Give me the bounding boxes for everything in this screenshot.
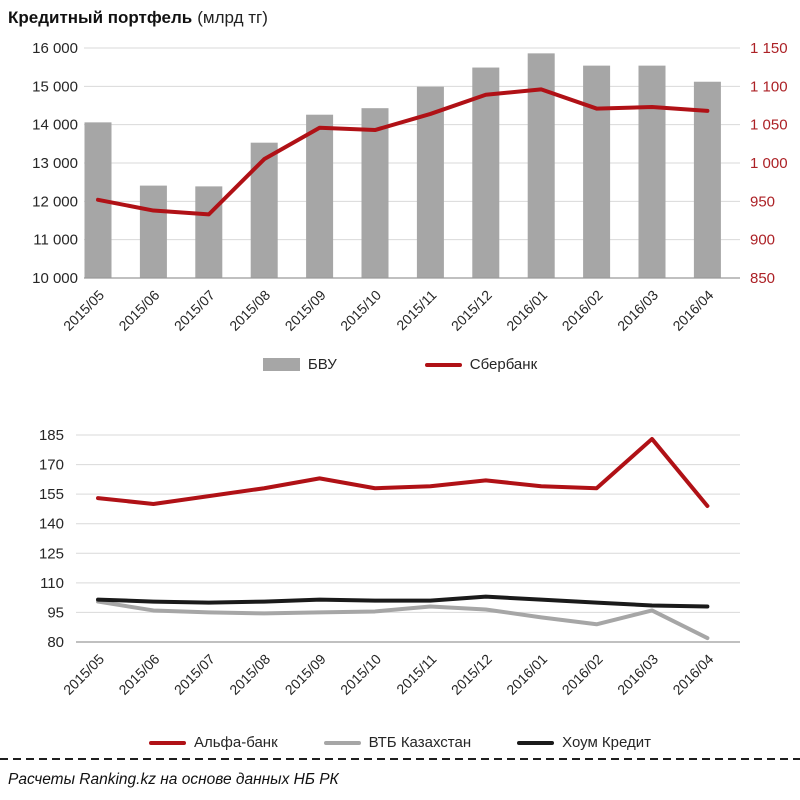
top-chart-bvu-sberbank: 16 000 15 000 14 000 13 000 12 000 11 000 10 0… <box>32 40 788 334</box>
alfa-bank-line-swatch <box>148 740 186 745</box>
svg-text:950: 950 <box>750 193 775 210</box>
home-credit-line-swatch <box>517 740 555 745</box>
page-title: Кредитный портфель (млрд тг) <box>8 8 268 28</box>
svg-text:2016/02: 2016/02 <box>559 287 606 334</box>
svg-text:2015/09: 2015/09 <box>282 287 329 334</box>
svg-text:2016/01: 2016/01 <box>503 651 550 698</box>
svg-text:2015/10: 2015/10 <box>337 651 384 698</box>
svg-text:125: 125 <box>39 545 64 562</box>
svg-text:15 000: 15 000 <box>32 78 78 95</box>
svg-text:2015/05: 2015/05 <box>60 651 107 698</box>
svg-text:2016/03: 2016/03 <box>614 287 661 334</box>
legend-item-sberbank: Сбербанк <box>424 356 538 373</box>
svg-text:2015/12: 2015/12 <box>448 287 495 334</box>
legend-item-bvu: БВУ <box>262 356 337 373</box>
svg-text:10 000: 10 000 <box>32 270 78 287</box>
legend-item-home-credit: Хоум Кредит <box>517 734 651 751</box>
svg-text:2015/05: 2015/05 <box>60 287 107 334</box>
svg-text:12 000: 12 000 <box>32 193 78 210</box>
sberbank-line-swatch <box>424 362 462 367</box>
svg-text:13 000: 13 000 <box>32 155 78 172</box>
footer-separator <box>0 758 800 760</box>
svg-text:1 150: 1 150 <box>750 40 788 57</box>
svg-text:2015/06: 2015/06 <box>115 651 162 698</box>
legend-item-alfa-bank: Альфа-банк <box>148 734 278 751</box>
svg-text:170: 170 <box>39 457 64 474</box>
svg-text:900: 900 <box>750 232 775 249</box>
svg-text:2015/07: 2015/07 <box>171 287 218 334</box>
chart-title-unit: (млрд тг) <box>197 8 268 27</box>
bvu-bar-swatch <box>262 358 300 371</box>
top-chart-legend: БВУ Сбербанк <box>0 356 800 373</box>
svg-text:2015/06: 2015/06 <box>115 287 162 334</box>
legend-label-bvu: БВУ <box>307 356 337 373</box>
svg-text:2016/04: 2016/04 <box>669 651 716 698</box>
svg-text:185: 185 <box>39 427 64 444</box>
svg-text:110: 110 <box>40 575 64 592</box>
chart-title: Кредитный портфель <box>8 8 193 27</box>
legend-label-sberbank: Сбербанк <box>469 356 538 373</box>
svg-text:95: 95 <box>47 604 64 621</box>
svg-text:2015/12: 2015/12 <box>448 651 495 698</box>
svg-text:2015/07: 2015/07 <box>171 651 218 698</box>
legend-label-vtb-kazakhstan: ВТБ Казахстан <box>368 734 472 751</box>
svg-text:2015/09: 2015/09 <box>282 651 329 698</box>
svg-text:850: 850 <box>750 270 775 287</box>
svg-text:2015/10: 2015/10 <box>337 287 384 334</box>
svg-text:155: 155 <box>39 486 64 503</box>
svg-text:2016/03: 2016/03 <box>614 651 661 698</box>
svg-text:1 050: 1 050 <box>750 117 788 134</box>
legend-item-vtb-kazakhstan: ВТБ Казахстан <box>323 734 472 751</box>
svg-text:2016/02: 2016/02 <box>559 651 606 698</box>
svg-text:140: 140 <box>39 516 64 533</box>
svg-text:1 000: 1 000 <box>750 155 788 172</box>
svg-text:14 000: 14 000 <box>32 117 78 134</box>
svg-text:2016/04: 2016/04 <box>669 287 716 334</box>
legend-label-alfa-bank: Альфа-банк <box>193 734 278 751</box>
svg-text:16 000: 16 000 <box>32 40 78 57</box>
svg-text:2015/11: 2015/11 <box>393 287 440 334</box>
footer-note: Расчеты Ranking.kz на основе данных НБ Р… <box>8 771 339 788</box>
legend-label-home-credit: Хоум Кредит <box>562 734 652 751</box>
vtb-line-swatch <box>323 740 361 745</box>
svg-text:1 100: 1 100 <box>750 78 788 95</box>
bottom-chart-legend: Альфа-банк ВТБ Казахстан Хоум Кредит <box>0 734 800 751</box>
svg-text:11 000: 11 000 <box>33 232 78 249</box>
svg-text:2015/11: 2015/11 <box>393 651 440 698</box>
svg-text:2015/08: 2015/08 <box>226 287 273 334</box>
svg-text:80: 80 <box>47 634 64 651</box>
svg-text:2015/08: 2015/08 <box>226 651 273 698</box>
svg-text:2016/01: 2016/01 <box>503 287 550 334</box>
